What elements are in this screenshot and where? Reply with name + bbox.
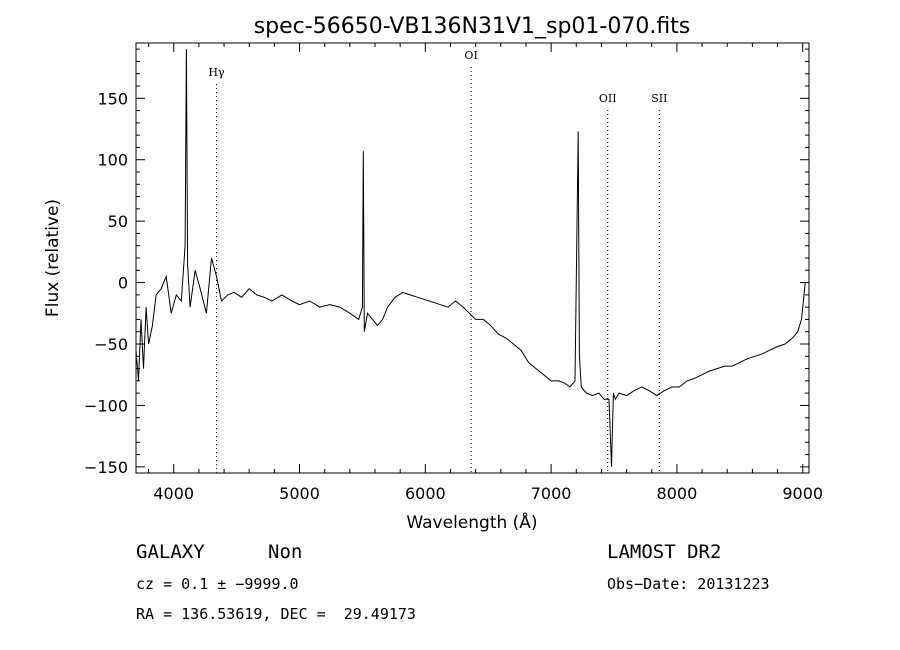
x-tick-label: 6000 <box>405 484 446 503</box>
survey-name: LAMOST DR2 <box>607 541 722 563</box>
chart-title: spec-56650-VB136N31V1_sp01-070.fits <box>254 14 691 39</box>
object-class: GALAXY <box>136 541 205 563</box>
spectral-line-label: Hγ <box>208 66 225 79</box>
x-tick-label: 7000 <box>531 484 572 503</box>
spectral-line-label: OII <box>599 92 617 105</box>
y-tick-label: −50 <box>94 335 128 354</box>
x-tick-label: 5000 <box>279 484 320 503</box>
coordinates-readout: RA = 136.53619, DEC = 29.49173 <box>136 605 416 623</box>
y-axis: −150 −100 −50 0 50 100 150 <box>84 48 809 477</box>
y-tick-label: 0 <box>118 274 128 293</box>
y-axis-label: Flux (relative) <box>43 199 63 317</box>
x-axis-label: Wavelength (Å) <box>406 511 537 533</box>
spectral-line-markers: Hγ OI OII SII <box>208 49 667 473</box>
plot-frame <box>135 42 810 474</box>
x-tick-label: 9000 <box>782 484 823 503</box>
x-tick-label: 4000 <box>153 484 194 503</box>
y-tick-label: −150 <box>84 458 128 477</box>
y-tick-label: 50 <box>108 212 128 231</box>
spectrum-line <box>135 49 806 467</box>
x-axis: 4000 5000 6000 7000 8000 9000 <box>148 43 823 503</box>
redshift-readout: cz = 0.1 ± −9999.0 <box>136 575 299 593</box>
spectral-line-label: OI <box>464 49 477 62</box>
y-tick-label: 100 <box>97 151 128 170</box>
spectral-line-label: SII <box>651 92 667 105</box>
y-tick-label: −100 <box>84 396 128 415</box>
y-tick-label: 150 <box>97 89 128 108</box>
x-tick-label: 8000 <box>657 484 698 503</box>
obs-date: Obs−Date: 20131223 <box>607 575 770 593</box>
object-subclass: Non <box>268 541 303 563</box>
